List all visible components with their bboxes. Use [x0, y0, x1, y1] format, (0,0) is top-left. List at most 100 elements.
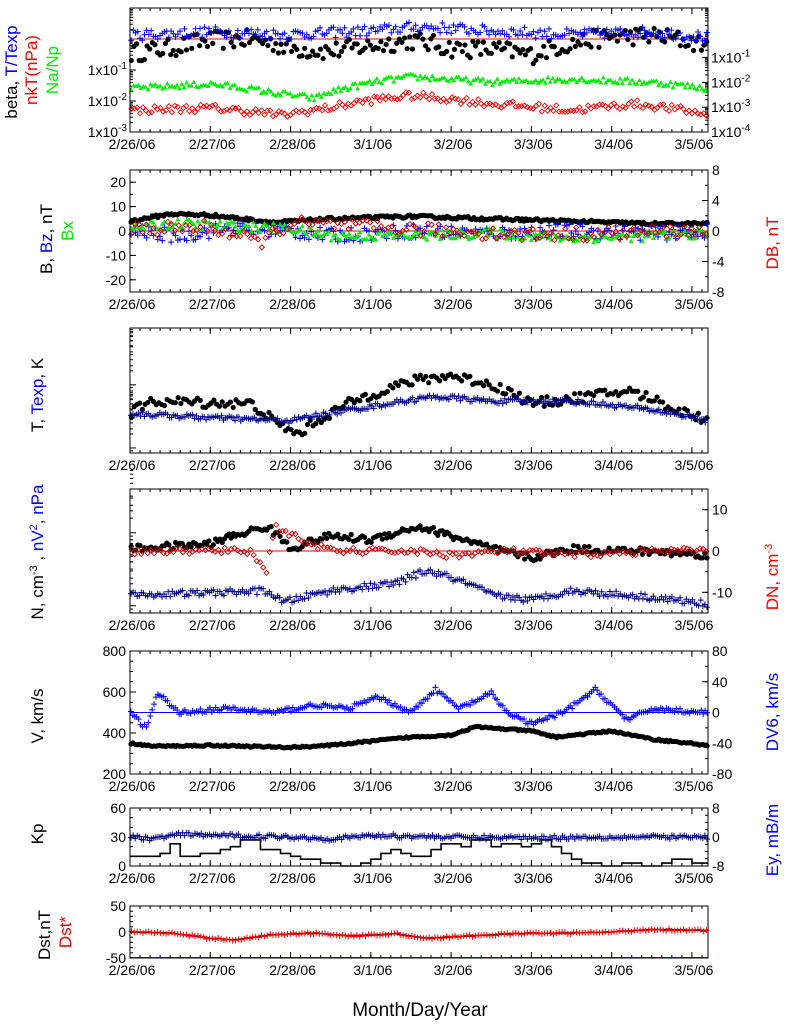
beta-point — [128, 57, 134, 64]
dn-point — [590, 551, 598, 558]
db-point — [204, 227, 211, 235]
beta-point — [596, 44, 602, 50]
t-point — [384, 389, 390, 395]
bz-point — [297, 235, 304, 242]
na-np-point — [388, 74, 394, 79]
x-tick-label-2-3: 3/1/06 — [353, 457, 392, 473]
n-point — [639, 551, 646, 557]
dn-point — [150, 550, 158, 557]
db-point — [403, 226, 410, 233]
bx-point — [511, 235, 516, 240]
dn-point — [449, 551, 456, 558]
bx-point — [297, 226, 303, 231]
db-point — [497, 232, 504, 239]
n-point — [324, 535, 330, 541]
db-point — [218, 230, 226, 237]
beta-point — [551, 44, 557, 50]
dn-point — [266, 548, 273, 556]
plot-frame — [129, 488, 709, 614]
bx-point — [368, 234, 374, 240]
texp-point — [644, 405, 651, 412]
beta-point — [457, 41, 463, 48]
na-np-point — [263, 90, 269, 95]
texp-ratio-point — [268, 35, 275, 42]
dn-point — [545, 548, 553, 555]
beta-point — [309, 48, 316, 54]
dn-point — [337, 547, 344, 554]
db-point — [656, 228, 663, 236]
bx-point — [293, 229, 299, 235]
nkt-point — [162, 107, 170, 114]
dn-point — [170, 548, 177, 556]
texp-ratio-point — [437, 29, 444, 36]
n-point — [137, 542, 143, 548]
nv2-point — [567, 585, 574, 592]
t-point — [516, 390, 523, 396]
t-point — [654, 394, 660, 400]
nkt-point — [241, 111, 248, 118]
ylabel-dn: DN, cm-3 — [763, 544, 782, 610]
nkt-point — [194, 105, 202, 112]
texp-ratio-point — [579, 33, 586, 40]
t-point — [417, 372, 423, 378]
nv2-point — [371, 581, 378, 588]
nv2-point — [266, 588, 273, 595]
nkt-point — [252, 106, 259, 113]
db-point — [381, 226, 388, 233]
na-np-point — [381, 76, 387, 82]
dn-point — [327, 544, 334, 551]
dn-point — [651, 546, 659, 554]
dn-point — [648, 545, 655, 552]
db-point — [432, 230, 439, 238]
bx-point — [333, 231, 339, 237]
beta-point — [386, 36, 392, 42]
na-np-point — [475, 75, 481, 81]
na-np-point — [179, 81, 185, 86]
db-point — [175, 222, 182, 229]
bz-point — [546, 222, 553, 229]
beta-point — [265, 42, 271, 49]
na-np-point — [273, 93, 279, 98]
nv2-point — [629, 591, 636, 598]
nkt-point — [145, 110, 152, 117]
beta-point — [491, 41, 497, 47]
texp-point — [634, 402, 641, 409]
na-np-point — [372, 79, 377, 84]
na-np-point — [543, 80, 548, 85]
t-point — [624, 389, 630, 395]
texp-ratio-point — [510, 27, 517, 34]
texp-ratio-point — [205, 25, 212, 32]
db-point — [569, 235, 576, 243]
right-tick-label-0: -10 — [712, 584, 732, 600]
beta-point — [509, 54, 515, 60]
ylabel-n-nv2: N, cm-3 , nV2, nPa — [28, 484, 47, 620]
dn-point — [253, 557, 260, 565]
right-tick-label-3: 40 — [712, 674, 728, 690]
t-point — [541, 403, 547, 409]
x-tick-label-0-0: 2/26/06 — [109, 136, 156, 152]
na-np-point — [680, 80, 686, 86]
v-point — [704, 743, 710, 749]
bx-point — [230, 220, 236, 225]
beta-point — [349, 45, 355, 51]
dn-point — [494, 550, 501, 557]
bx-point — [519, 237, 525, 242]
nv2-point — [505, 592, 512, 599]
texp-ratio-point — [492, 31, 499, 38]
beta-point — [577, 42, 584, 48]
na-np-point — [335, 84, 341, 90]
db-point — [583, 237, 591, 244]
beta-point — [204, 43, 211, 50]
dn-point — [439, 553, 447, 560]
bx-point — [662, 229, 668, 234]
t-point — [483, 378, 490, 384]
dn-point — [292, 530, 299, 538]
t-point — [172, 400, 179, 406]
t-point — [249, 399, 256, 405]
t-point — [635, 388, 641, 394]
na-np-point — [502, 79, 507, 84]
beta-point — [420, 36, 426, 42]
dn-point — [443, 554, 450, 561]
t-point — [197, 397, 203, 403]
nkt-point — [544, 107, 551, 114]
